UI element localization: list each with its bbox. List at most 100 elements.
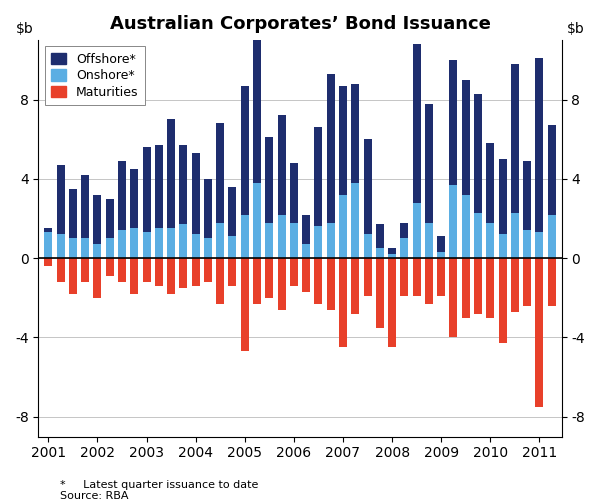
Bar	[81, 175, 89, 238]
Text: $b: $b	[567, 22, 584, 36]
Bar	[302, 215, 310, 244]
Bar	[265, 137, 273, 222]
Bar	[462, 80, 470, 195]
Bar	[400, 222, 409, 238]
Bar	[449, 185, 457, 258]
Bar	[523, 161, 531, 230]
Bar	[204, 238, 212, 258]
Bar	[265, 222, 273, 258]
Bar	[511, 258, 519, 312]
Bar	[400, 258, 409, 296]
Bar	[118, 258, 126, 282]
Bar	[351, 183, 359, 258]
Bar	[44, 228, 52, 232]
Bar	[179, 224, 187, 258]
Bar	[499, 159, 506, 234]
Bar	[327, 74, 335, 222]
Bar	[290, 222, 298, 258]
Bar	[548, 215, 556, 258]
Bar	[216, 258, 224, 304]
Bar	[535, 58, 544, 232]
Bar	[130, 228, 138, 258]
Bar	[314, 258, 322, 304]
Bar	[364, 258, 371, 296]
Bar	[253, 183, 261, 258]
Bar	[339, 195, 347, 258]
Title: Australian Corporates’ Bond Issuance: Australian Corporates’ Bond Issuance	[110, 15, 490, 33]
Bar	[167, 228, 175, 258]
Bar	[191, 234, 200, 258]
Bar	[253, 0, 261, 183]
Bar	[94, 195, 101, 244]
Bar	[143, 232, 151, 258]
Bar	[548, 258, 556, 306]
Bar	[278, 215, 286, 258]
Bar	[204, 258, 212, 282]
Bar	[474, 213, 482, 258]
Bar	[253, 258, 261, 304]
Bar	[437, 252, 445, 258]
Bar	[191, 153, 200, 234]
Bar	[474, 258, 482, 314]
Bar	[449, 60, 457, 185]
Bar	[462, 258, 470, 318]
Bar	[437, 258, 445, 296]
Bar	[179, 258, 187, 288]
Bar	[327, 258, 335, 310]
Bar	[56, 258, 65, 282]
Text: $b: $b	[16, 22, 33, 36]
Bar	[413, 203, 421, 258]
Bar	[548, 125, 556, 215]
Bar	[339, 258, 347, 348]
Bar	[535, 258, 544, 407]
Bar	[265, 258, 273, 298]
Bar	[487, 258, 494, 318]
Bar	[44, 258, 52, 266]
Bar	[511, 213, 519, 258]
Bar	[388, 248, 396, 254]
Bar	[69, 238, 77, 258]
Bar	[327, 222, 335, 258]
Bar	[118, 161, 126, 230]
Bar	[229, 258, 236, 286]
Bar	[302, 258, 310, 292]
Bar	[314, 226, 322, 258]
Bar	[302, 244, 310, 258]
Text: *     Latest quarter issuance to date: * Latest quarter issuance to date	[60, 480, 259, 490]
Bar	[130, 169, 138, 228]
Bar	[241, 258, 249, 352]
Bar	[118, 230, 126, 258]
Bar	[499, 234, 506, 258]
Bar	[535, 232, 544, 258]
Bar	[69, 258, 77, 294]
Bar	[143, 147, 151, 232]
Bar	[413, 258, 421, 296]
Bar	[278, 258, 286, 310]
Bar	[290, 163, 298, 222]
Text: Source: RBA: Source: RBA	[60, 491, 128, 501]
Bar	[487, 143, 494, 222]
Bar	[167, 258, 175, 294]
Bar	[56, 234, 65, 258]
Bar	[388, 258, 396, 348]
Bar	[81, 258, 89, 282]
Bar	[155, 145, 163, 228]
Bar	[487, 222, 494, 258]
Bar	[437, 236, 445, 252]
Bar	[155, 228, 163, 258]
Bar	[339, 86, 347, 195]
Bar	[229, 236, 236, 258]
Bar	[241, 86, 249, 215]
Bar	[511, 64, 519, 213]
Bar	[216, 222, 224, 258]
Bar	[290, 258, 298, 286]
Bar	[314, 127, 322, 226]
Bar	[106, 238, 113, 258]
Bar	[56, 165, 65, 234]
Bar	[364, 234, 371, 258]
Bar	[155, 258, 163, 286]
Bar	[499, 258, 506, 344]
Bar	[376, 224, 384, 248]
Bar	[216, 123, 224, 222]
Bar	[351, 258, 359, 314]
